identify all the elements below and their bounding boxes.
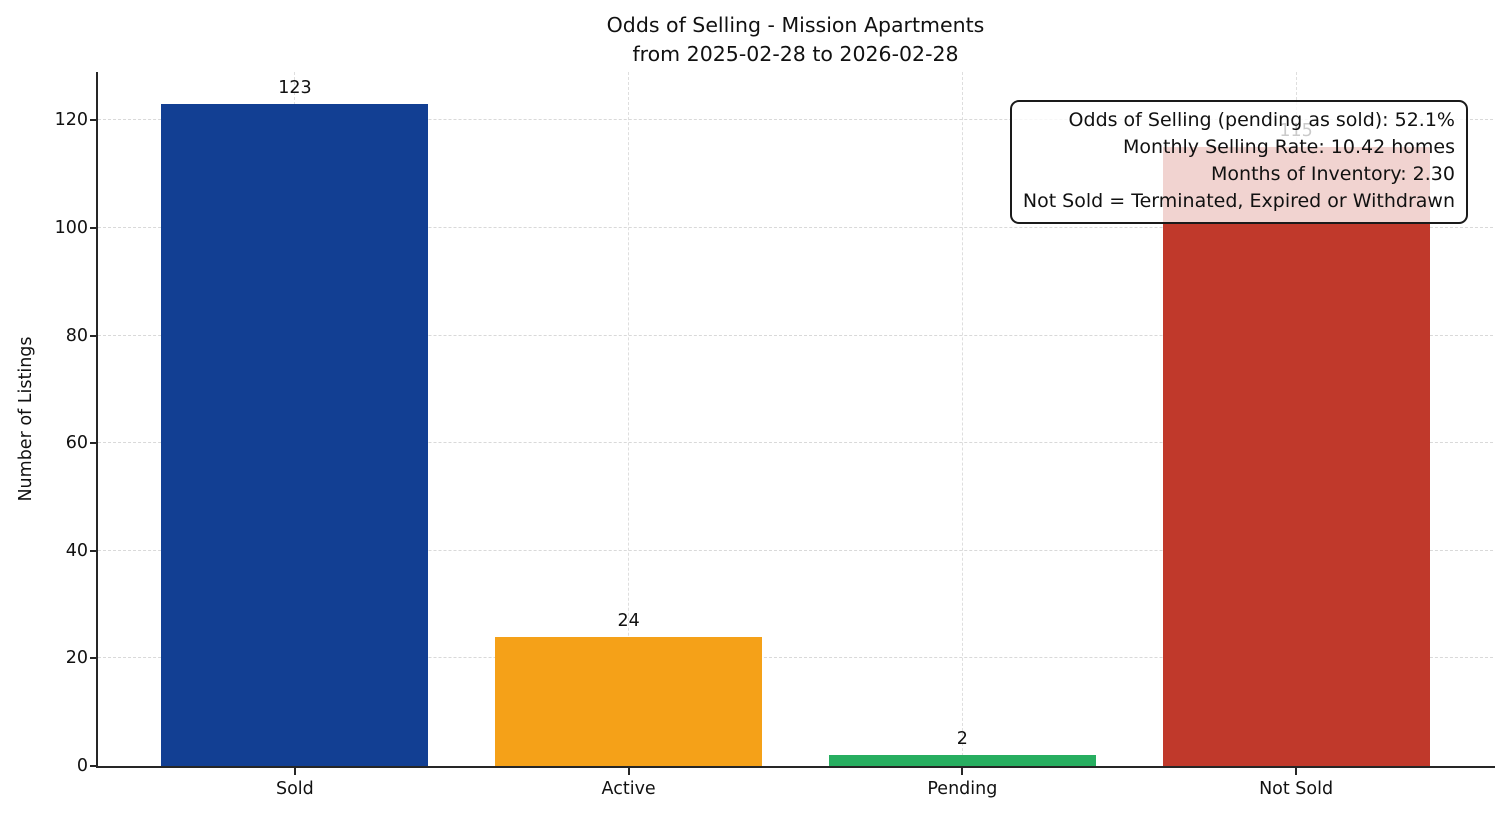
y-tick-label: 40 bbox=[65, 540, 88, 561]
y-axis-label: Number of Listings bbox=[16, 336, 36, 502]
bar-not-sold bbox=[1162, 147, 1430, 766]
stat-monthly-selling-rate: Monthly Selling Rate: 10.42 homes bbox=[1122, 136, 1455, 158]
bar-value-label-active: 24 bbox=[617, 610, 640, 631]
y-tick bbox=[90, 334, 98, 337]
x-tick-label-sold: Sold bbox=[275, 779, 314, 799]
bar-sold bbox=[161, 104, 429, 766]
y-gridline bbox=[98, 657, 1493, 659]
y-gridline bbox=[98, 334, 1493, 336]
bar-value-label-pending: 2 bbox=[956, 729, 968, 750]
y-gridline bbox=[98, 227, 1493, 228]
chart-title-line1: Odds of Selling - Mission Apartments bbox=[606, 13, 985, 37]
bar-pending bbox=[828, 755, 1096, 766]
y-tick-label: 0 bbox=[76, 756, 88, 776]
y-tick bbox=[90, 657, 98, 660]
y-tick-label: 20 bbox=[65, 648, 88, 669]
x-tick bbox=[1295, 767, 1298, 775]
y-tick bbox=[90, 119, 98, 122]
chart-title-line2: from 2025-02-28 to 2026-02-28 bbox=[632, 42, 959, 66]
y-tick bbox=[90, 549, 98, 552]
x-axis-spine bbox=[96, 766, 1495, 768]
y-tick bbox=[90, 765, 98, 767]
x-tick bbox=[961, 767, 964, 775]
y-tick-label: 120 bbox=[54, 110, 88, 131]
x-gridline bbox=[628, 72, 630, 766]
y-tick-label: 100 bbox=[54, 218, 88, 238]
y-tick bbox=[90, 442, 98, 445]
chart-title: Odds of Selling - Mission Apartments fro… bbox=[98, 11, 1493, 69]
x-tick-label-not-sold: Not Sold bbox=[1259, 779, 1334, 799]
stat-odds-of-selling: Odds of Selling (pending as sold): 52.1% bbox=[1068, 109, 1455, 131]
x-tick bbox=[627, 767, 630, 775]
y-gridline bbox=[98, 442, 1493, 444]
x-tick bbox=[293, 767, 296, 775]
stats-annotation-box: Odds of Selling (pending as sold): 52.1%… bbox=[1009, 100, 1468, 224]
bar-value-label-sold: 123 bbox=[278, 78, 312, 99]
y-axis-spine bbox=[96, 72, 98, 768]
y-tick-label: 60 bbox=[65, 433, 88, 454]
x-tick-label-pending: Pending bbox=[927, 779, 998, 799]
bar-active bbox=[495, 636, 763, 766]
x-tick-label-active: Active bbox=[601, 779, 656, 799]
stat-not-sold-definition: Not Sold = Terminated, Expired or Withdr… bbox=[1022, 190, 1455, 212]
x-gridline bbox=[961, 72, 963, 766]
y-tick bbox=[90, 227, 98, 229]
y-gridline bbox=[98, 549, 1493, 551]
stat-months-of-inventory: Months of Inventory: 2.30 bbox=[1211, 163, 1455, 185]
y-tick-label: 80 bbox=[65, 325, 88, 346]
y-gridline bbox=[98, 119, 1493, 121]
